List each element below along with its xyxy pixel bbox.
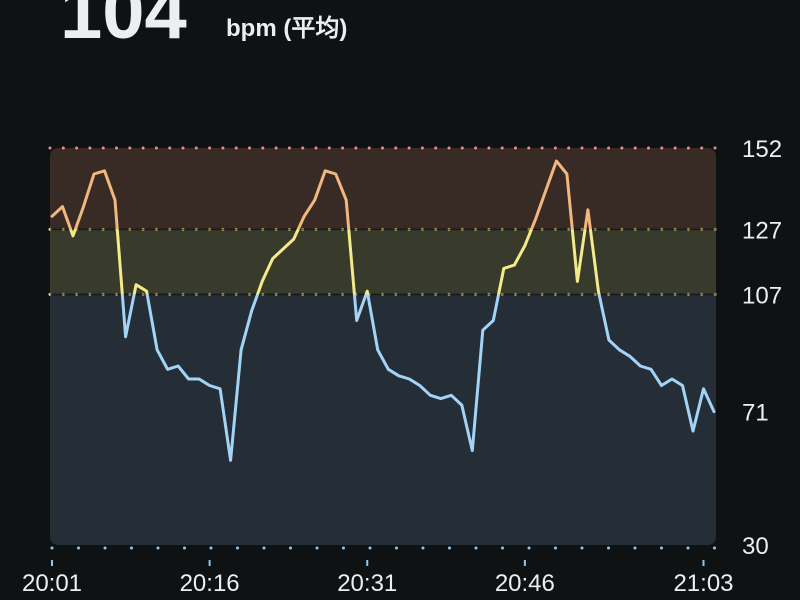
y-tick-label: 127 (742, 217, 782, 244)
heart-rate-line (50, 159, 716, 462)
x-tick-label: 20:16 (180, 570, 240, 597)
y-tick-label: 30 (742, 533, 769, 560)
zone-band (50, 148, 716, 230)
x-tick-label: 21:03 (673, 570, 733, 597)
zone-band (50, 294, 716, 545)
zone-band (50, 229, 716, 295)
x-tick-label: 20:31 (337, 570, 397, 597)
y-tick-label: 71 (742, 400, 769, 427)
unit-label: bpm (平均) (226, 14, 347, 42)
average-value: 104 (60, 0, 187, 55)
y-tick-label: 152 (742, 136, 782, 163)
y-tick-label: 107 (742, 282, 782, 309)
zones (50, 148, 716, 545)
x-tick-label: 20:01 (22, 570, 82, 597)
x-tick-label: 20:46 (495, 570, 555, 597)
